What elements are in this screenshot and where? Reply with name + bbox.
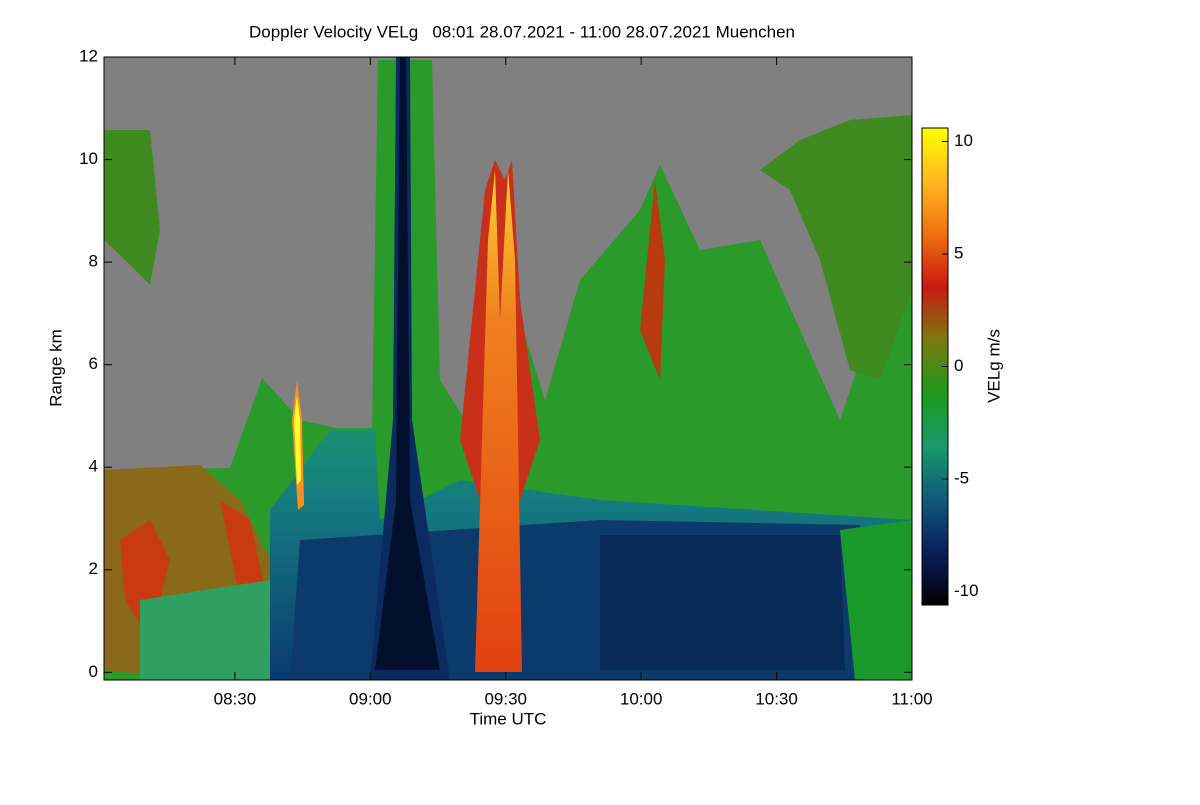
x-tick-label: 08:30 — [214, 689, 257, 708]
x-axis-label: Time UTC — [470, 709, 547, 728]
y-axis-label: Range km — [46, 329, 65, 406]
y-tick-label: 4 — [89, 457, 98, 476]
y-tick-label: 6 — [89, 354, 98, 373]
y-tick-label: 10 — [79, 149, 98, 168]
colorbar-tick-label: 10 — [954, 131, 973, 150]
y-tick-label: 2 — [89, 559, 98, 578]
colorbar-tick-label: 0 — [954, 356, 963, 375]
x-tick-label: 09:00 — [349, 689, 392, 708]
x-tick-label: 11:00 — [891, 689, 932, 708]
colorbar-tick-label: -5 — [954, 468, 969, 487]
y-tick-label: 12 — [79, 46, 98, 65]
y-tick-label: 0 — [89, 662, 98, 681]
chart-title: Doppler Velocity VELg 08:01 28.07.2021 -… — [249, 22, 795, 41]
heatmap-field — [104, 57, 912, 680]
x-tick-label: 09:30 — [484, 689, 527, 708]
colorbar-tick-label: -10 — [954, 581, 979, 600]
colorbar-tick-label: 5 — [954, 243, 963, 262]
plot-frame — [103, 56, 913, 681]
colorbar-label: VELg m/s — [984, 329, 1003, 403]
x-tick-label: 10:30 — [755, 689, 798, 708]
x-tick-label: 10:00 — [620, 689, 663, 708]
y-tick-label: 8 — [89, 252, 98, 271]
